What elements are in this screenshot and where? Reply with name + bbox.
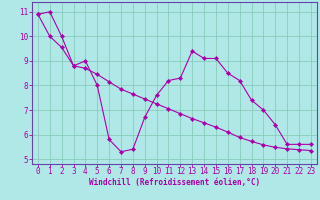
- X-axis label: Windchill (Refroidissement éolien,°C): Windchill (Refroidissement éolien,°C): [89, 178, 260, 187]
